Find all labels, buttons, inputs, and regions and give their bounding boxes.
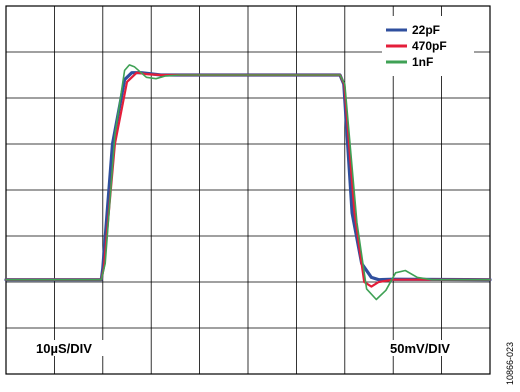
legend-label-22pf: 22pF [412, 23, 440, 37]
figure-id: 10866-023 [505, 342, 515, 385]
x-scale-label-background [32, 340, 132, 356]
y-scale-label-background [388, 340, 470, 356]
x-scale-label: 10µS/DIV [36, 341, 92, 356]
y-scale-label: 50mV/DIV [390, 341, 450, 356]
series-line-1nf [5, 64, 491, 301]
legend: 22pF 470pF 1nF [382, 16, 474, 76]
legend-label-470pf: 470pF [412, 39, 447, 53]
waveform-traces [4, 64, 492, 301]
legend-label-1nf: 1nF [412, 55, 433, 69]
